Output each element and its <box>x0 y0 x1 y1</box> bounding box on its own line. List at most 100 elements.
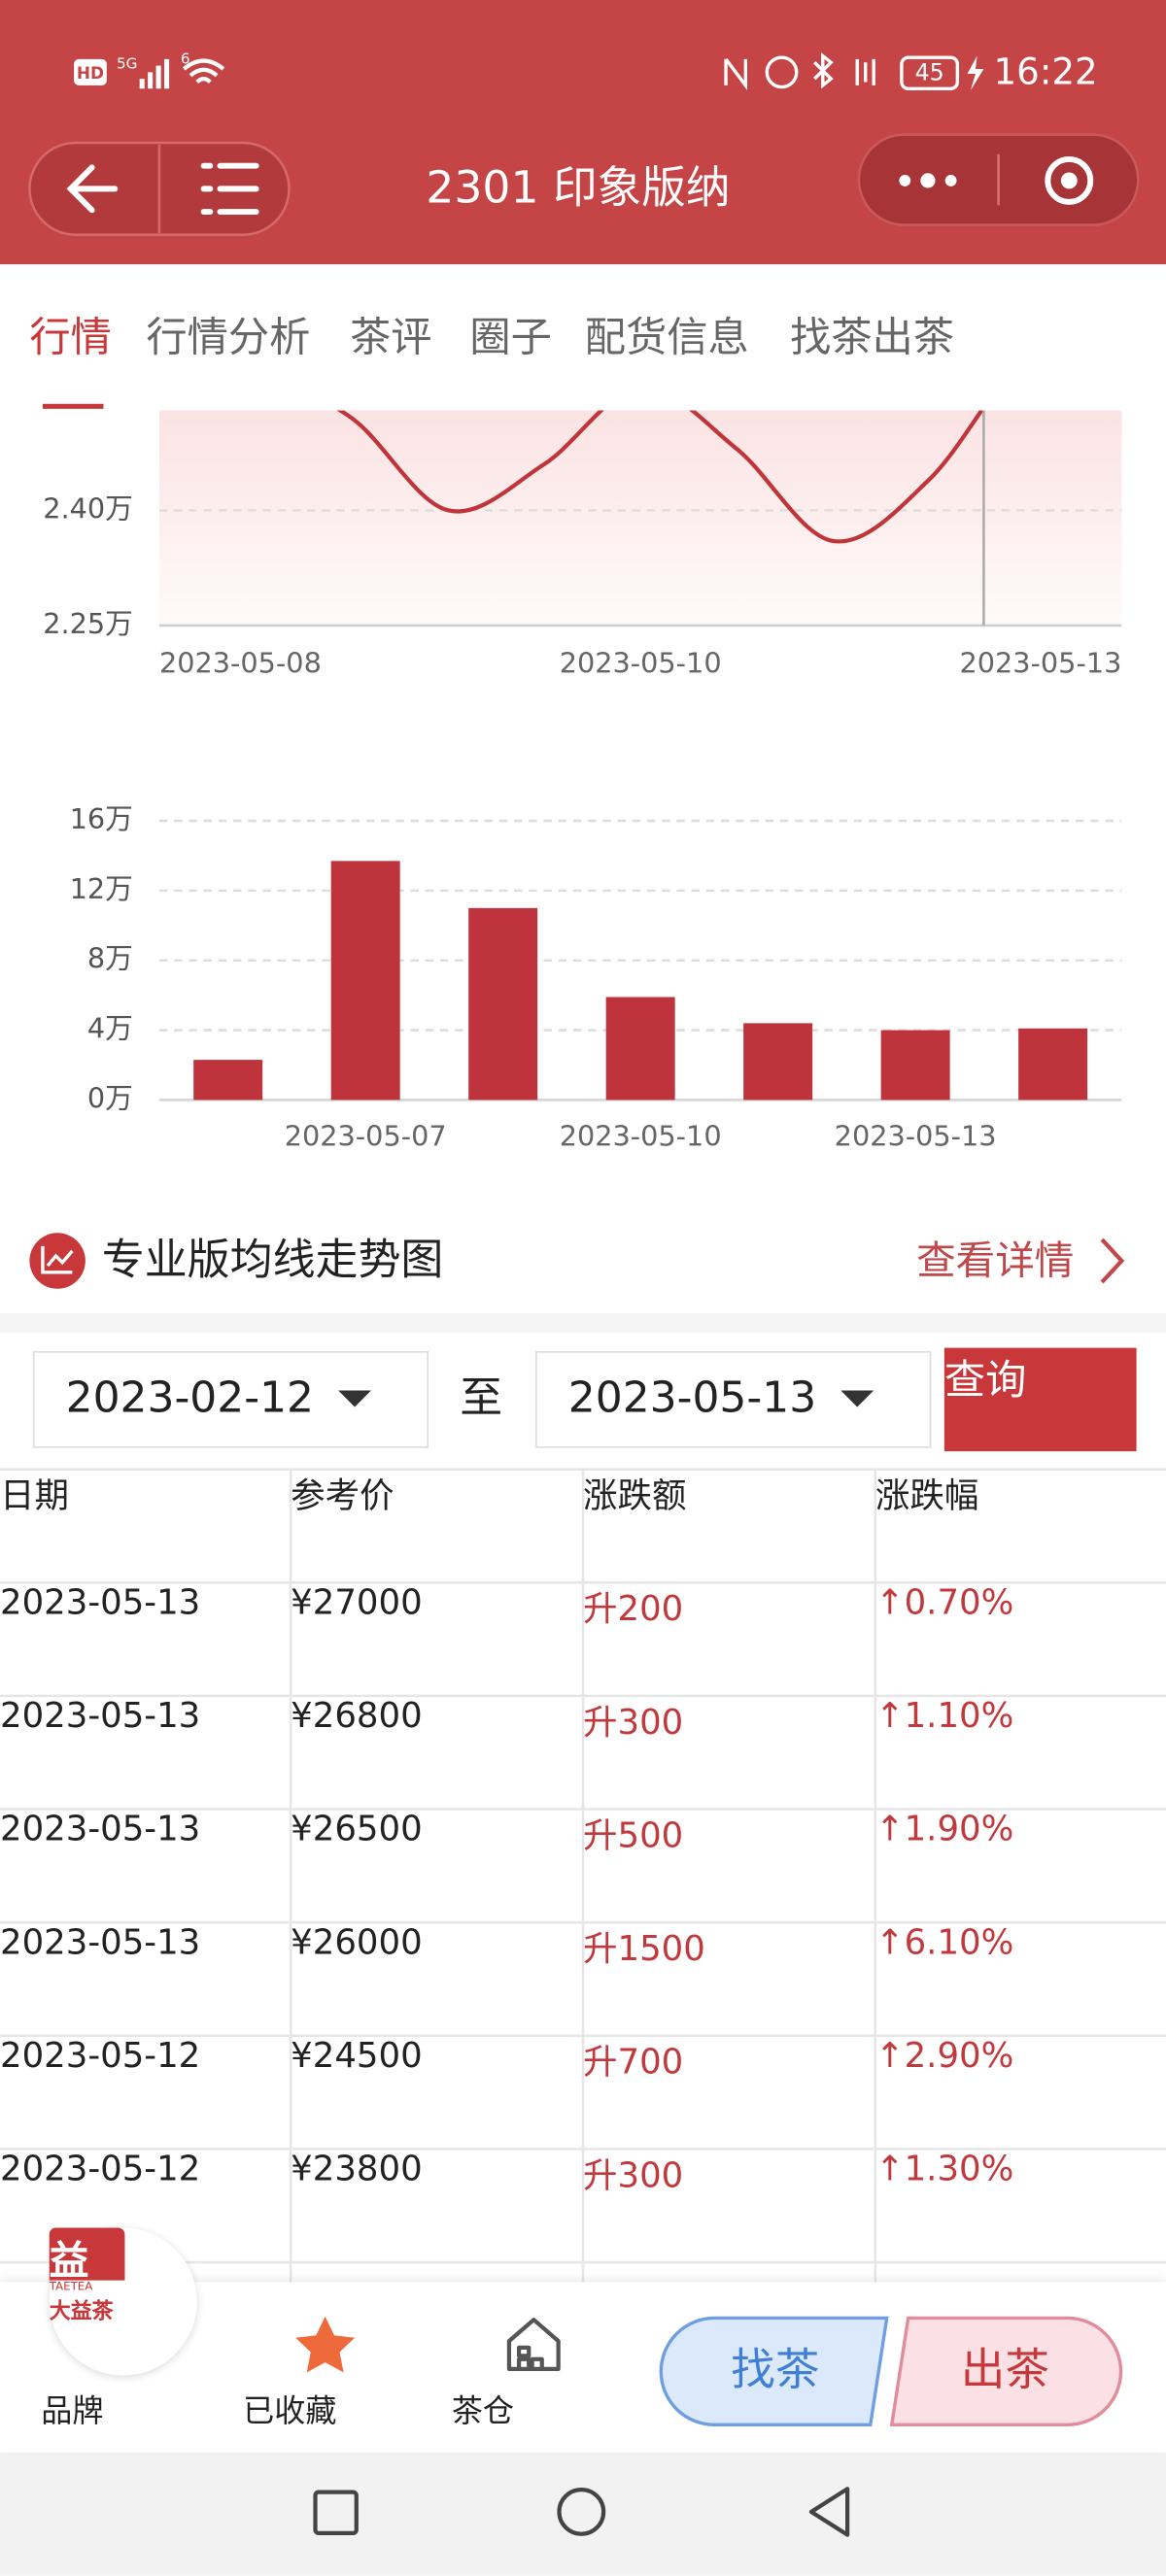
table-cell c: ¥24500 <box>291 2035 423 2076</box>
bottom-nav: 益 TAETEA 大益茶品牌 已收藏 茶仓 <box>0 2227 1166 2454</box>
dropdown-arrow <box>840 1390 874 1407</box>
query-button c[interactable]: 查询 <box>943 1347 1137 1452</box>
more-button-dot[interactable] <box>899 175 911 186</box>
logo-brand: TAETEA <box>49 2280 93 2294</box>
recent-apps-button[interactable] <box>313 2490 359 2536</box>
date-separator: 至 <box>460 1373 503 1424</box>
x-tick-label: 2023-05-10 <box>560 1119 722 1152</box>
menu-button[interactable] <box>200 162 259 215</box>
table-cell c: 2023-05-12 <box>0 2149 201 2188</box>
table-cell c: ↑1.90% <box>874 1809 1014 1849</box>
date-value: 2023-02-12 <box>65 1373 315 1424</box>
section-icon-line <box>41 1245 74 1274</box>
nav-label c[interactable]: 品牌 <box>41 2393 104 2430</box>
table-cell c: 升500 <box>583 1815 684 1855</box>
section-icon <box>29 1233 86 1289</box>
tab[interactable]: 圈子 <box>469 313 552 361</box>
hd-label: HD <box>77 63 104 83</box>
y-tick-label: 16万 <box>70 802 133 835</box>
price-line <box>336 410 984 544</box>
table-cell c: 升200 <box>583 1589 684 1629</box>
page-title: 2301 印象版纳 <box>426 162 730 214</box>
signal-bar <box>139 79 145 89</box>
tab[interactable]: 配货信息 <box>584 313 749 361</box>
bar <box>468 907 538 1101</box>
logo-name: 大益茶 <box>49 2299 114 2325</box>
table-cell c: ↑0.70% <box>874 1582 1014 1622</box>
table-cell c: ↑2.90% <box>874 2035 1014 2076</box>
table-cell c: 升300 <box>583 1702 684 1743</box>
tab[interactable]: 茶评 <box>350 313 432 361</box>
logo-mark c: 益 <box>49 2227 125 2284</box>
table-cell c: 2023-05-13 <box>0 1695 201 1736</box>
close-button[interactable] <box>1045 155 1094 205</box>
nav-label c[interactable]: 茶仓 <box>451 2393 515 2430</box>
date-picker[interactable]: 2023-02-12 <box>32 1350 429 1448</box>
back-system-button[interactable] <box>808 2487 850 2537</box>
column-header c: 日期 <box>0 1475 69 1516</box>
signal-bar <box>164 58 170 89</box>
x-tick-label: 2023-05-13 <box>959 647 1121 680</box>
line-chart-area <box>158 410 1122 626</box>
table-cell c: ↑1.30% <box>874 2149 1014 2188</box>
battery-outline <box>900 55 960 90</box>
network-label: 5G <box>117 54 137 72</box>
charging-icon <box>967 55 984 90</box>
battery-level: 45 <box>915 59 944 86</box>
signal-bar <box>148 72 154 89</box>
bar <box>330 861 400 1101</box>
column-header c: 参考价 <box>291 1475 394 1516</box>
table-cell c: 2023-05-13 <box>0 1922 201 1962</box>
y-tick-label: 8万 <box>87 942 133 975</box>
table-cell c: ¥26000 <box>291 1922 423 1962</box>
column-header c: 涨跌幅 <box>874 1475 979 1516</box>
table-cell c: ¥26500 <box>291 1809 423 1849</box>
tab[interactable]: 行情分析 <box>146 313 311 361</box>
x-tick-label: 2023-05-08 <box>159 647 322 680</box>
tab[interactable]: 行情 <box>29 313 112 361</box>
system-nav-bar <box>0 2453 1166 2576</box>
table-cell c: 2023-05-12 <box>0 2035 201 2076</box>
tab[interactable]: 找茶出茶 <box>789 313 954 361</box>
table-cell c: ¥23800 <box>291 2149 423 2188</box>
section-title: 专业版均线走势图 <box>101 1236 444 1286</box>
y-tick-label: 12万 <box>70 872 133 905</box>
table-cell c: 2023-05-13 <box>0 1582 201 1622</box>
x-tick-label: 2023-05-10 <box>560 647 722 680</box>
y-tick-label: 2.25万 <box>43 607 133 640</box>
brand-logo c[interactable]: 益 TAETEA 大益茶 <box>49 2227 197 2376</box>
wifi-label: 6 <box>181 50 190 67</box>
chevron <box>1100 1237 1125 1284</box>
column-header c: 涨跌额 <box>583 1475 687 1516</box>
tab-underline <box>42 403 104 409</box>
bar <box>880 1030 950 1101</box>
table-cell c: 升700 <box>583 2042 684 2083</box>
back-button[interactable] <box>66 164 119 214</box>
wifi-icon <box>182 58 225 85</box>
table-cell c: 2023-05-13 <box>0 1809 201 1849</box>
date-picker[interactable]: 2023-05-13 <box>534 1350 932 1448</box>
table-cell c: ↑6.10% <box>874 1922 1014 1962</box>
bar <box>193 1060 263 1101</box>
bar <box>1018 1028 1088 1101</box>
table-cell c: 升1500 <box>583 1928 705 1969</box>
dropdown-arrow <box>338 1390 371 1407</box>
date-value: 2023-05-13 <box>567 1373 817 1424</box>
detail-link[interactable]: 查看详情 <box>916 1237 1075 1284</box>
x-tick-label: 2023-05-07 <box>285 1119 447 1152</box>
nav-label c[interactable]: 已收藏 <box>243 2393 337 2430</box>
more-button-dot[interactable] <box>944 175 957 186</box>
hd-badge <box>74 58 107 85</box>
bar <box>743 1023 813 1101</box>
more-button-dot[interactable] <box>920 173 936 188</box>
section-separator <box>0 1313 1166 1334</box>
table-cell c: ¥26800 <box>291 1695 423 1736</box>
status-icons <box>724 51 875 90</box>
home-button[interactable] <box>557 2487 606 2536</box>
table-cell c: ¥27000 <box>291 1582 423 1622</box>
y-tick-label: 0万 <box>87 1081 133 1114</box>
x-tick-label: 2023-05-13 <box>835 1119 997 1152</box>
clock: 16:22 <box>994 51 1098 93</box>
